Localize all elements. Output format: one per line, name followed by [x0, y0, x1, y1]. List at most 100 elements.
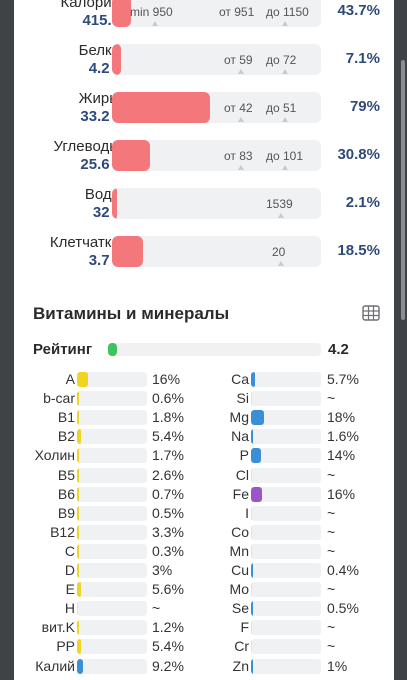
vitamin-percent: ~ — [327, 638, 336, 655]
vitamin-bar-fill — [77, 563, 79, 578]
nutrient-percent: 30.8% — [337, 146, 380, 163]
vitamin-percent: 9.2% — [152, 657, 184, 674]
nutrient-name-Se: Se — [188, 600, 249, 619]
vitamin-bar-fill — [77, 467, 79, 483]
scrollbar[interactable] — [401, 60, 405, 320]
range-end-tick — [282, 165, 288, 170]
vitamin-percent: 1.8% — [152, 409, 184, 426]
vitamin-bar — [251, 601, 321, 617]
nutrient-to-label: до 101 — [266, 149, 304, 163]
vitamin-percent: ~ — [327, 581, 336, 598]
nutrient-from-label: от 83 — [224, 149, 253, 163]
vitamin-percent: ~ — [327, 390, 336, 407]
vitamin-bar — [77, 505, 147, 521]
nutrient-bar-fill — [112, 236, 144, 267]
nutrient-bar: 20 — [112, 236, 321, 267]
vitamin-bar — [251, 467, 321, 483]
nutrient-name-B6: B6 — [14, 486, 75, 505]
nutrient-row: Жиры 33.2 г от 42 до 51 79% — [14, 90, 394, 130]
nutrient-name-Cr: Cr — [188, 638, 249, 657]
vitamin-name: B6 — [57, 485, 75, 502]
vitamin-bar — [77, 429, 147, 445]
range-end-tick — [282, 69, 288, 74]
vitamin-bar-baseline — [251, 467, 252, 483]
vitamin-bar — [77, 391, 147, 407]
nutrient-from-label: от 42 — [224, 101, 253, 115]
nutrient-bar: от 59 до 72 — [112, 44, 321, 75]
nutrient-percent: 7.1% — [345, 50, 380, 67]
vitamin-percent: 5.7% — [327, 371, 359, 387]
vitamin-name: B2 — [57, 428, 75, 445]
rating-value: 4.2 — [328, 341, 349, 358]
vitamin-percent: 5.6% — [152, 581, 184, 598]
vitamin-percent: 0.5% — [327, 600, 359, 617]
vitamin-bar — [77, 543, 147, 559]
vitamin-bar — [77, 486, 147, 502]
nutrient-name-Mo: Mo — [188, 581, 249, 600]
vitamin-bar — [77, 563, 147, 578]
vitamin-percent: 2.6% — [152, 466, 184, 483]
nutrient-name-Cu: Cu — [188, 562, 249, 581]
rating-bar — [108, 343, 321, 356]
vitamin-percent: ~ — [327, 619, 336, 636]
vitamin-percent: 5.4% — [152, 638, 184, 655]
vitamin-bar-baseline — [77, 601, 78, 617]
nutrient-bar-fill — [112, 44, 122, 75]
vitamin-percent: 0.3% — [152, 542, 184, 559]
vitamin-name: Cu — [231, 562, 249, 578]
vitamin-percent: 14% — [327, 447, 356, 464]
nutrient-bar: 1539 — [112, 188, 321, 219]
vitamin-percent: 16% — [327, 485, 356, 502]
nutrient-to-label: 1539 — [266, 197, 293, 211]
nutrient-value: 415.5 — [82, 12, 120, 29]
vitamin-bar — [77, 582, 147, 598]
vitamin-name: Холин — [34, 447, 75, 464]
nutrient-from-label: от 59 — [224, 53, 253, 67]
nutrient-name-PP: PP — [14, 638, 75, 657]
vitamin-bar-fill — [77, 391, 79, 407]
vitamin-name: Ca — [231, 371, 249, 387]
vitamin-bar-fill — [251, 563, 253, 578]
nutrient-to-label: до 72 — [266, 53, 297, 67]
vitamin-name: B1 — [57, 409, 75, 426]
vitamin-percent: 1.6% — [327, 428, 359, 445]
vitamin-percent: ~ — [327, 466, 336, 483]
nutrient-name-Mg: Mg — [188, 409, 249, 428]
vitamin-name: F — [240, 619, 249, 636]
nutrient-name-B9: B9 — [14, 505, 75, 524]
vitamin-bar — [77, 410, 147, 426]
table-icon[interactable] — [362, 305, 380, 321]
vitamin-bar — [251, 391, 321, 407]
vitamin-bar — [77, 448, 147, 464]
nutrient-name-Ca: Ca — [188, 371, 249, 390]
vitamin-bar — [251, 639, 321, 655]
nutrient-row: Белки 4.2 г от 59 до 72 7.1% — [14, 42, 394, 82]
vitamin-bar — [77, 639, 147, 655]
vitamin-bar — [251, 620, 321, 636]
vitamin-name: b-car — [43, 390, 75, 407]
nutrient-name: Белки — [78, 42, 120, 59]
vitamin-bar-fill — [77, 429, 81, 445]
vitamin-bar — [251, 486, 321, 502]
vitamin-percent: 3.3% — [152, 523, 184, 540]
range-end-tick — [282, 21, 288, 26]
vitamin-name: H — [64, 600, 75, 617]
nutrient-name-Si: Si — [188, 390, 249, 409]
vitamin-bar-baseline — [251, 582, 252, 598]
nutrient-bar: от 83 до 101 — [112, 140, 321, 171]
vitamin-bar-fill — [77, 448, 79, 464]
vitamin-bar-fill — [251, 372, 255, 387]
nutrient-name-Zn: Zn — [188, 658, 249, 677]
nutrient-to-label: до 51 — [266, 101, 297, 115]
nutrient-name: Клетчатка — [49, 234, 120, 251]
vitamin-bar — [77, 601, 147, 617]
nutrient-name-Cl: Cl — [188, 467, 249, 486]
vitamin-bar — [251, 410, 321, 426]
nutrient-name-b-car: b-car — [14, 390, 75, 409]
nutrient-name-E: E — [14, 581, 75, 600]
vitamin-bar — [251, 505, 321, 521]
vitamin-bar-fill — [77, 582, 81, 598]
vitamin-bar-fill — [77, 639, 81, 655]
nutrient-name: Калории — [60, 0, 120, 11]
vitamin-bar-fill — [251, 486, 263, 502]
